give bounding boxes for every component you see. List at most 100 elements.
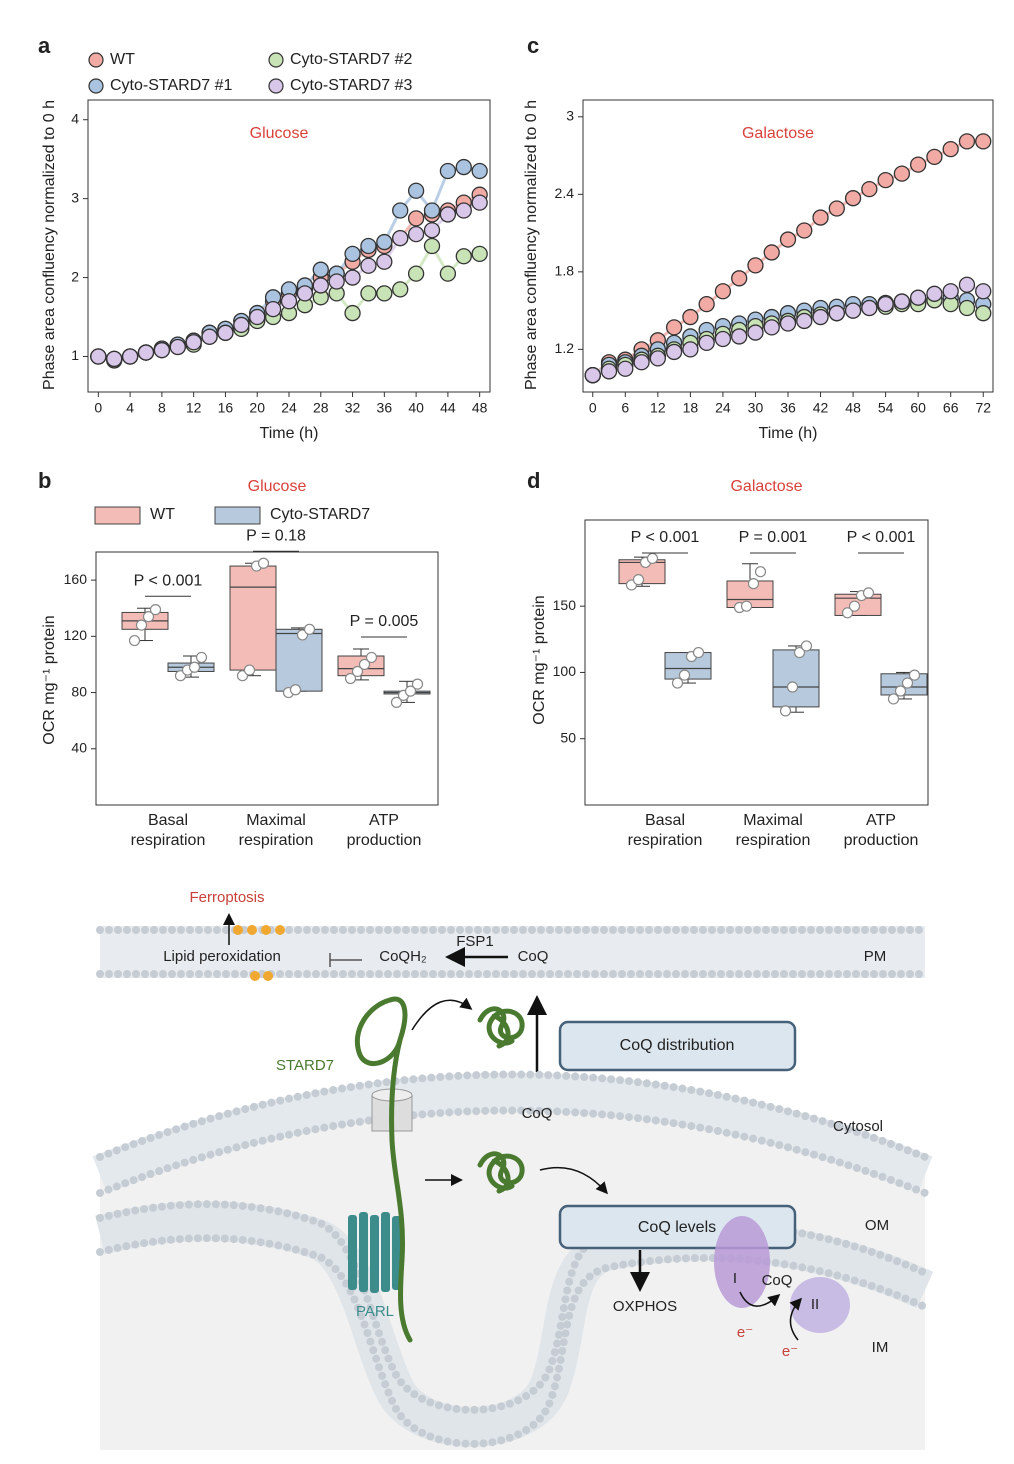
legend-label: WT (150, 506, 175, 523)
data-point (423, 237, 441, 255)
data-point (692, 646, 705, 659)
lipid-heads (96, 1106, 929, 1197)
data-point (714, 283, 732, 300)
data-point (877, 295, 894, 313)
box (275, 628, 323, 692)
x-tick-label: 72 (975, 400, 991, 416)
x-tick-label: 40 (408, 400, 424, 416)
data-point (678, 669, 691, 681)
label: CoQ (522, 1105, 553, 1122)
data-point (800, 640, 813, 652)
data-point (779, 705, 792, 717)
data-point (975, 133, 992, 150)
y-axis-label: OCR mg⁻¹ protein (41, 615, 58, 744)
data-point (312, 261, 329, 278)
arrow (739, 1291, 781, 1307)
series-line (98, 201, 481, 361)
data-point (828, 200, 845, 217)
data-point (243, 664, 256, 676)
x-tick-label: 20 (249, 400, 265, 416)
y-axis-label: Phase area confluency normalized to 0 h (41, 100, 58, 390)
x-tick-label: 30 (748, 400, 764, 416)
data-point (740, 600, 753, 612)
data-point (908, 669, 921, 681)
legend-swatch (94, 506, 141, 525)
data-point (910, 289, 927, 306)
data-point (365, 651, 378, 664)
data-point (841, 607, 854, 619)
data-point (135, 619, 148, 631)
data-point (296, 285, 314, 302)
data-point (404, 685, 417, 697)
data-point (779, 315, 797, 332)
data-point (185, 334, 202, 351)
data-point (249, 308, 266, 326)
box (772, 649, 820, 708)
legend-marker (88, 78, 104, 94)
outer-membrane (92, 1072, 933, 1194)
data-point (471, 162, 488, 180)
data-point (328, 273, 345, 290)
x-tick-label: 54 (878, 400, 894, 416)
data-point (763, 319, 780, 336)
x-tick-label: 12 (650, 400, 666, 416)
x-axis-label: Time (h) (260, 425, 319, 442)
data-point (861, 181, 878, 198)
data-point (90, 348, 107, 365)
data-point (289, 684, 302, 696)
annotation: Galactose (742, 125, 814, 142)
data-point (887, 693, 900, 705)
label: CoQ levels (638, 1219, 716, 1236)
data-point (439, 265, 457, 282)
label: e⁻ (737, 1324, 753, 1341)
data-point (455, 158, 472, 176)
data-point (149, 604, 162, 616)
label: CoQH₂ (379, 948, 427, 965)
stard7-protein (354, 996, 413, 1343)
data-point (747, 578, 760, 590)
x-axis-label: Time (h) (759, 425, 818, 442)
label: II (811, 1296, 819, 1313)
arrow (789, 1297, 803, 1341)
lipid-heads (96, 1200, 929, 1414)
data-point (312, 277, 329, 294)
data-point (106, 350, 123, 368)
data-point (351, 665, 364, 678)
lipid-heads (96, 1234, 929, 1448)
p-value: P < 0.001 (847, 529, 916, 546)
x-tick-label: 4 (126, 400, 134, 416)
data-point (392, 229, 409, 247)
x-tick-label: ATP production (346, 812, 422, 849)
complex-i (714, 1216, 770, 1308)
x-tick-label: 28 (313, 400, 329, 416)
data-point (153, 342, 171, 359)
data-point (407, 226, 425, 243)
label: FSP1 (456, 933, 494, 950)
data-point (926, 148, 943, 165)
data-point (844, 190, 862, 207)
stard7-cleaved (477, 1006, 525, 1049)
p-value: P = 0.001 (739, 529, 808, 546)
panel-letter: d (527, 468, 540, 493)
data-point (455, 202, 472, 219)
x-tick-label: 48 (472, 400, 488, 416)
data-point (665, 343, 683, 361)
data-point (584, 367, 601, 384)
x-tick-label: 60 (910, 400, 926, 416)
data-point (958, 276, 976, 293)
complex-ii (790, 1277, 850, 1333)
data-point (632, 574, 645, 586)
label: IM (872, 1339, 889, 1356)
data-point (901, 677, 914, 689)
x-tick-label: ATP production (843, 812, 919, 849)
x-tick-label: 42 (813, 400, 829, 416)
y-tick-label: 3 (71, 189, 79, 205)
x-tick-label: 12 (186, 400, 202, 416)
data-point (439, 206, 457, 223)
diagram: Ferroptosis Lipid peroxidation CoQH₂ FSP… (92, 889, 934, 1450)
data-point (233, 316, 250, 334)
y-tick-label: 1 (71, 347, 79, 363)
label: CoQ (762, 1272, 793, 1289)
data-point (958, 133, 976, 150)
parl-protein (348, 1212, 401, 1293)
